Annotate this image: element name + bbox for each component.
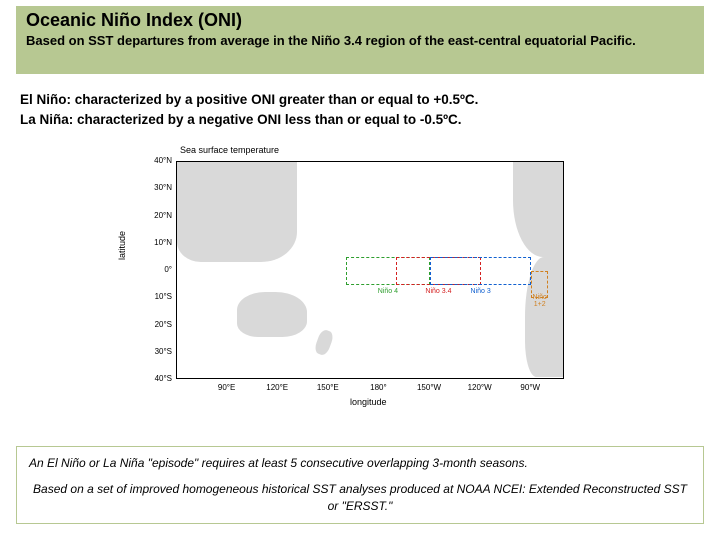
nino-region: Niño 3 — [430, 257, 531, 284]
nino-region: Niño 1+2 — [531, 271, 548, 298]
map-xtick: 180° — [363, 383, 393, 392]
landmass-north-america — [513, 162, 563, 257]
map-ytick: 40°S — [140, 374, 172, 383]
map-title: Sea surface temperature — [180, 145, 580, 155]
map-xtick: 150°W — [414, 383, 444, 392]
map-xtick: 120°E — [262, 383, 292, 392]
landmass-australia — [237, 292, 307, 337]
map-figure: Sea surface temperature Niño 4Niño 3.4Ni… — [110, 145, 580, 415]
map-ytick: 10°S — [140, 292, 172, 301]
map-xtick: 150°E — [313, 383, 343, 392]
map-xlabel: longitude — [350, 397, 387, 407]
map-ytick: 20°S — [140, 320, 172, 329]
map-ytick: 10°N — [140, 238, 172, 247]
page-subtitle: Based on SST departures from average in … — [26, 33, 694, 50]
map-ytick: 0° — [140, 265, 172, 274]
map-ytick: 30°N — [140, 183, 172, 192]
footer-episode-note: An El Niño or La Niña "episode" requires… — [29, 455, 691, 472]
map-ytick: 40°N — [140, 156, 172, 165]
nino-region-label: Niño 1+2 — [532, 294, 547, 308]
map-plot-frame: Niño 4Niño 3.4Niño 3Niño 1+2 — [176, 161, 564, 379]
landmass-nz — [313, 328, 335, 356]
body-text: El Niño: characterized by a positive ONI… — [20, 90, 700, 131]
nino-region-label: Niño 3 — [431, 288, 530, 295]
footer-ersst-note: Based on a set of improved homogeneous h… — [29, 481, 691, 515]
map-xtick: 120°W — [465, 383, 495, 392]
map-xtick: 90°E — [212, 383, 242, 392]
map-xtick: 90°W — [515, 383, 545, 392]
footer-box: An El Niño or La Niña "episode" requires… — [16, 446, 704, 524]
lanina-definition: La Niña: characterized by a negative ONI… — [20, 110, 700, 130]
page-title: Oceanic Niño Index (ONI) — [26, 10, 694, 31]
elnino-definition: El Niño: characterized by a positive ONI… — [20, 90, 700, 110]
header-box: Oceanic Niño Index (ONI) Based on SST de… — [16, 6, 704, 74]
map-ytick: 20°N — [140, 211, 172, 220]
landmass-asia — [177, 162, 297, 262]
map-ytick: 30°S — [140, 347, 172, 356]
map-ylabel: latitude — [117, 231, 127, 260]
